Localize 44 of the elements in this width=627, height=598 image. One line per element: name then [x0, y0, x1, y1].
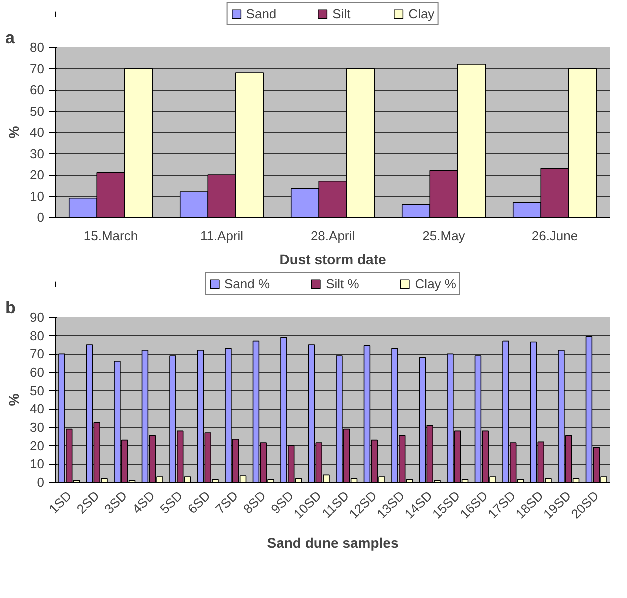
x-tick-label: 3SD	[102, 488, 130, 517]
y-axis-title: %	[6, 393, 22, 406]
legend-label: Clay %	[415, 276, 456, 292]
x-tick-label: 28.April	[310, 228, 356, 244]
y-tick-label: 50	[30, 383, 45, 398]
x-tick-label: 26.June	[532, 228, 578, 244]
y-tick-label: 20	[30, 168, 45, 182]
x-tick-label: 6SD	[184, 488, 214, 517]
y-tick-label: 70	[30, 61, 45, 76]
chart-title: b	[6, 298, 16, 318]
y-tick-label: 20	[30, 438, 45, 454]
x-axis-title: Sand dune samples	[267, 535, 399, 552]
legend-label: Clay	[408, 6, 435, 22]
legend-label: Silt	[332, 6, 352, 22]
y-tick-label: 90	[30, 310, 45, 325]
y-tick-label: 80	[30, 40, 45, 55]
x-tick-label: 11.April	[200, 228, 244, 244]
x-tick-label: 1SD	[46, 488, 75, 517]
legend-label: Silt %	[326, 276, 360, 292]
y-tick-label: 60	[30, 82, 45, 98]
x-tick-label: 2SD	[74, 488, 102, 517]
x-tick-label: 5SD	[157, 488, 186, 517]
y-tick-label: 60	[30, 365, 45, 380]
legend-label: Sand	[246, 6, 277, 22]
y-tick-label: 40	[30, 125, 45, 140]
y-axis-title: %	[6, 126, 22, 139]
chart-title: a	[6, 28, 16, 48]
y-tick-label: 70	[30, 346, 45, 362]
y-tick-label: 40	[30, 402, 45, 417]
y-tick-label: 0	[37, 475, 45, 490]
x-tick-label: 15.March	[84, 228, 138, 244]
legend-label: Sand %	[224, 276, 270, 292]
x-tick-label: 4SD	[129, 488, 158, 517]
y-tick-label: 30	[30, 420, 45, 435]
y-tick-label: 50	[30, 104, 45, 119]
x-tick-label: 7SD	[212, 488, 242, 517]
y-tick-label: 0	[37, 210, 45, 225]
y-tick-label: 30	[30, 146, 45, 162]
x-tick-label: 8SD	[240, 488, 269, 517]
y-tick-label: 10	[30, 456, 45, 472]
y-tick-label: 10	[30, 188, 45, 204]
x-axis-title: Dust storm date	[280, 252, 386, 268]
x-tick-label: 25.May	[422, 228, 466, 244]
y-tick-label: 80	[30, 328, 45, 344]
